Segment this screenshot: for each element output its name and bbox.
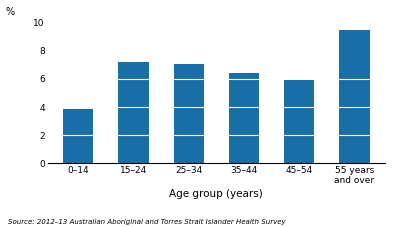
Bar: [173, 64, 204, 163]
X-axis label: Age group (years): Age group (years): [170, 189, 263, 199]
Bar: [118, 62, 148, 163]
Text: %: %: [6, 7, 15, 17]
Bar: [229, 73, 259, 163]
Bar: [63, 109, 93, 163]
Bar: [284, 80, 314, 163]
Text: Source: 2012–13 Australian Aboriginal and Torres Strait Islander Health Survey: Source: 2012–13 Australian Aboriginal an…: [8, 219, 285, 225]
Bar: [339, 30, 370, 163]
